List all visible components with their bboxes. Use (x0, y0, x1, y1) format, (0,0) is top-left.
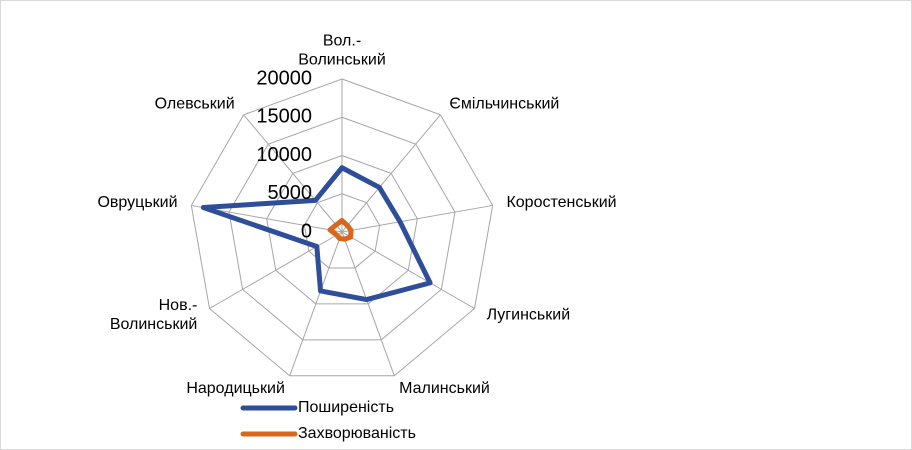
category-label: Малинський (399, 380, 490, 397)
series-line (200, 165, 433, 303)
category-label: Нов.-Волинський (110, 297, 198, 333)
category-label: Лугинський (487, 307, 570, 324)
spoke (341, 204, 493, 233)
series-line (327, 218, 354, 242)
spoke (289, 231, 343, 376)
r-tick-label: 5000 (268, 182, 313, 204)
r-tick-label: 20000 (256, 67, 312, 89)
spoke (243, 114, 343, 233)
category-label: Ємільчинський (449, 95, 559, 112)
grid-ring (228, 116, 456, 341)
r-tick-label: 15000 (256, 106, 312, 128)
grid-ring (303, 193, 381, 269)
spoke (341, 231, 475, 309)
category-label: Олевський (155, 95, 235, 112)
grid-ring (190, 78, 494, 377)
category-label: Народицький (186, 380, 285, 397)
r-tick-label: 10000 (256, 144, 312, 166)
legend-label: Поширеність (298, 399, 394, 416)
legend-label: Захворюваність (298, 425, 416, 442)
grid-ring (266, 154, 418, 305)
r-tick-label: 0 (301, 220, 312, 242)
category-label: Вол.-Волинський (298, 33, 386, 69)
spoke (209, 231, 343, 309)
category-label: Овруцький (97, 194, 177, 211)
category-label: Коростенський (506, 194, 616, 211)
spoke (341, 231, 395, 376)
spoke (341, 114, 441, 233)
